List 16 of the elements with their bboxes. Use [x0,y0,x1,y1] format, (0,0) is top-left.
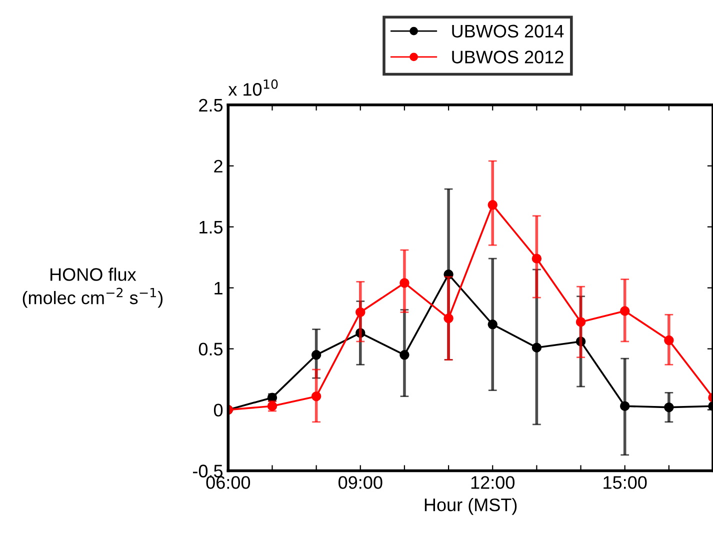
legend-label: UBWOS 2012 [452,50,564,64]
y-tick-label: -0.5 [192,464,223,478]
y-tick-label: 2 [214,160,222,172]
x-tick-label: 15:00 [604,476,647,489]
x-tick-label: 06:00 [206,476,250,489]
x-tick-label: 12:00 [471,476,515,489]
y-tick-label: 1 [214,282,222,294]
legend-label: UBWOS 2014 [452,24,564,38]
y-tick-label: 1.5 [200,220,223,234]
y-tick-label: 0.5 [198,342,223,356]
text: x 10$^{10}$ [228,79,278,96]
y-axis-title: HONO flux (molec cm$^{−2}$ s$^{−1}$) [22,268,163,308]
y-tick-label: 0 [214,404,223,416]
x-tick-label: 09:00 [338,476,382,489]
x-axis-title: Hour (MST) [424,498,517,515]
y-tick-label: 2.5 [199,98,223,112]
